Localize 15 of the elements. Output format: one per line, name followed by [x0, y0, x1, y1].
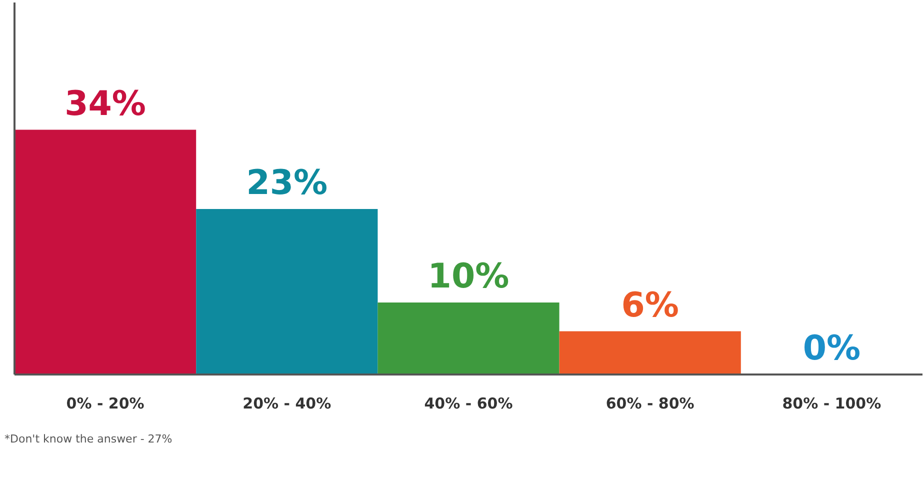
data-label: 6% [621, 285, 679, 326]
x-tick-label: 20% - 40% [242, 394, 332, 412]
data-label: 0% [802, 328, 861, 368]
text: *Don't know the answer - 27% [4, 432, 172, 446]
bar [196, 208, 378, 374]
x-tick-label: 60% - 80% [606, 394, 694, 412]
bar [378, 302, 560, 374]
data-label: 10% [428, 256, 510, 297]
data-label: 23% [246, 162, 328, 203]
bar [559, 331, 741, 374]
x-tick-label: 0% - 20% [66, 394, 144, 412]
x-tick-label: 80% - 100% [782, 394, 882, 412]
bar [14, 130, 196, 374]
x-tick-label: 40% - 60% [424, 394, 513, 412]
data-label: 34% [64, 84, 146, 124]
